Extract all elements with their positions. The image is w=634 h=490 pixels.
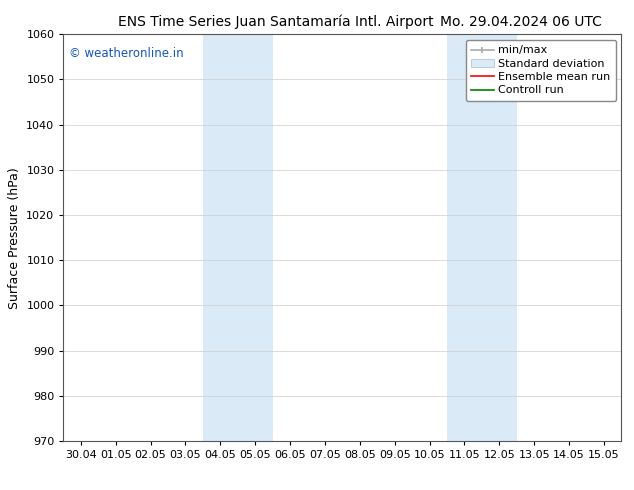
Text: ENS Time Series Juan Santamaría Intl. Airport: ENS Time Series Juan Santamaría Intl. Ai… xyxy=(117,15,433,29)
Legend: min/max, Standard deviation, Ensemble mean run, Controll run: min/max, Standard deviation, Ensemble me… xyxy=(466,40,616,101)
Bar xyxy=(447,34,482,441)
Bar xyxy=(482,34,517,441)
Bar xyxy=(238,34,273,441)
Bar xyxy=(203,34,238,441)
Y-axis label: Surface Pressure (hPa): Surface Pressure (hPa) xyxy=(8,167,21,309)
Text: © weatheronline.in: © weatheronline.in xyxy=(69,47,184,59)
Text: Mo. 29.04.2024 06 UTC: Mo. 29.04.2024 06 UTC xyxy=(440,15,602,29)
